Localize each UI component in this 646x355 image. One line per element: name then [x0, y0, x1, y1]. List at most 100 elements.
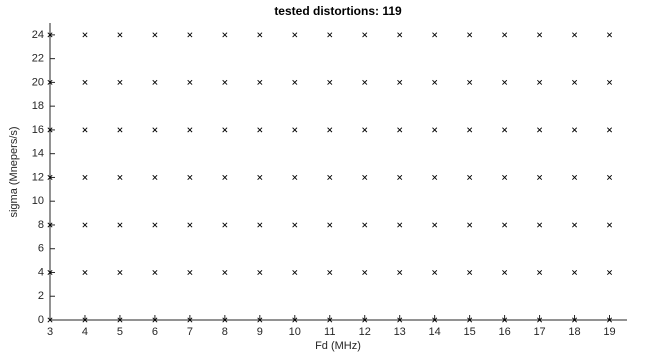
point-stroke — [117, 317, 123, 323]
point — [82, 269, 88, 275]
point-stroke — [47, 127, 53, 133]
point-stroke — [467, 32, 473, 38]
point — [327, 79, 333, 85]
point — [327, 222, 333, 228]
point-stroke — [82, 317, 88, 323]
y-tick-label: 6 — [38, 243, 44, 255]
point-stroke — [152, 127, 158, 133]
point-stroke — [222, 79, 228, 85]
point — [257, 127, 263, 133]
point-stroke — [257, 269, 263, 275]
point-stroke — [537, 317, 543, 323]
point — [82, 174, 88, 180]
x-tick-label: 18 — [568, 326, 580, 338]
point-stroke — [572, 127, 578, 133]
point-stroke — [606, 174, 613, 180]
point-stroke — [432, 32, 438, 38]
point-stroke — [257, 79, 263, 85]
point — [152, 269, 158, 275]
point-stroke — [152, 269, 158, 275]
y-tick-label: 12 — [32, 171, 44, 183]
point-stroke — [362, 317, 368, 323]
point-stroke — [152, 317, 158, 323]
point-stroke — [432, 222, 438, 228]
point — [502, 317, 508, 323]
point — [187, 127, 193, 133]
point — [362, 222, 368, 228]
x-tick-label: 10 — [289, 326, 301, 338]
point-stroke — [537, 79, 543, 85]
point — [502, 32, 508, 38]
point — [117, 32, 123, 38]
point-stroke — [537, 127, 543, 133]
point — [397, 317, 403, 323]
point-stroke — [432, 174, 438, 180]
point-stroke — [47, 79, 53, 85]
point — [432, 79, 438, 85]
point-stroke — [572, 79, 578, 85]
point — [47, 222, 53, 228]
point-stroke — [292, 127, 298, 133]
point-stroke — [572, 174, 578, 180]
point-stroke — [327, 317, 333, 323]
x-tick-label: 19 — [603, 326, 615, 338]
point — [222, 269, 228, 275]
y-tick-label: 22 — [32, 53, 44, 65]
point-stroke — [432, 269, 438, 275]
point-stroke — [467, 222, 473, 228]
x-tick-label: 12 — [359, 326, 371, 338]
point — [82, 127, 88, 133]
point — [572, 79, 578, 85]
point-stroke — [47, 222, 53, 228]
point-stroke — [292, 174, 298, 180]
point-stroke — [327, 32, 333, 38]
point — [467, 127, 473, 133]
y-tick-label: 0 — [38, 314, 44, 326]
point — [47, 317, 53, 323]
point — [606, 32, 613, 38]
point-stroke — [606, 32, 613, 38]
point — [467, 269, 473, 275]
point-stroke — [292, 317, 298, 323]
point — [327, 269, 333, 275]
point — [502, 79, 508, 85]
point-stroke — [397, 174, 403, 180]
point-stroke — [47, 174, 53, 180]
point-stroke — [327, 127, 333, 133]
point — [82, 317, 88, 323]
point — [467, 317, 473, 323]
point — [432, 317, 438, 323]
point — [187, 174, 193, 180]
point — [537, 32, 543, 38]
point — [292, 32, 298, 38]
point-stroke — [572, 317, 578, 323]
point-stroke — [222, 317, 228, 323]
point-stroke — [572, 222, 578, 228]
point-stroke — [502, 222, 508, 228]
point — [117, 174, 123, 180]
point-stroke — [222, 269, 228, 275]
point-stroke — [572, 269, 578, 275]
x-tick-label: 16 — [498, 326, 510, 338]
point-stroke — [327, 222, 333, 228]
point — [467, 174, 473, 180]
point — [397, 174, 403, 180]
point — [222, 32, 228, 38]
point — [257, 317, 263, 323]
point — [152, 174, 158, 180]
point-stroke — [327, 174, 333, 180]
x-tick-label: 13 — [394, 326, 406, 338]
point-stroke — [467, 79, 473, 85]
point-stroke — [606, 79, 613, 85]
y-tick-label: 2 — [38, 290, 44, 302]
point — [572, 32, 578, 38]
point — [537, 174, 543, 180]
x-tick-label: 15 — [464, 326, 476, 338]
point — [537, 317, 543, 323]
point-stroke — [397, 79, 403, 85]
point-stroke — [397, 317, 403, 323]
point — [117, 269, 123, 275]
point-stroke — [292, 222, 298, 228]
point — [362, 32, 368, 38]
